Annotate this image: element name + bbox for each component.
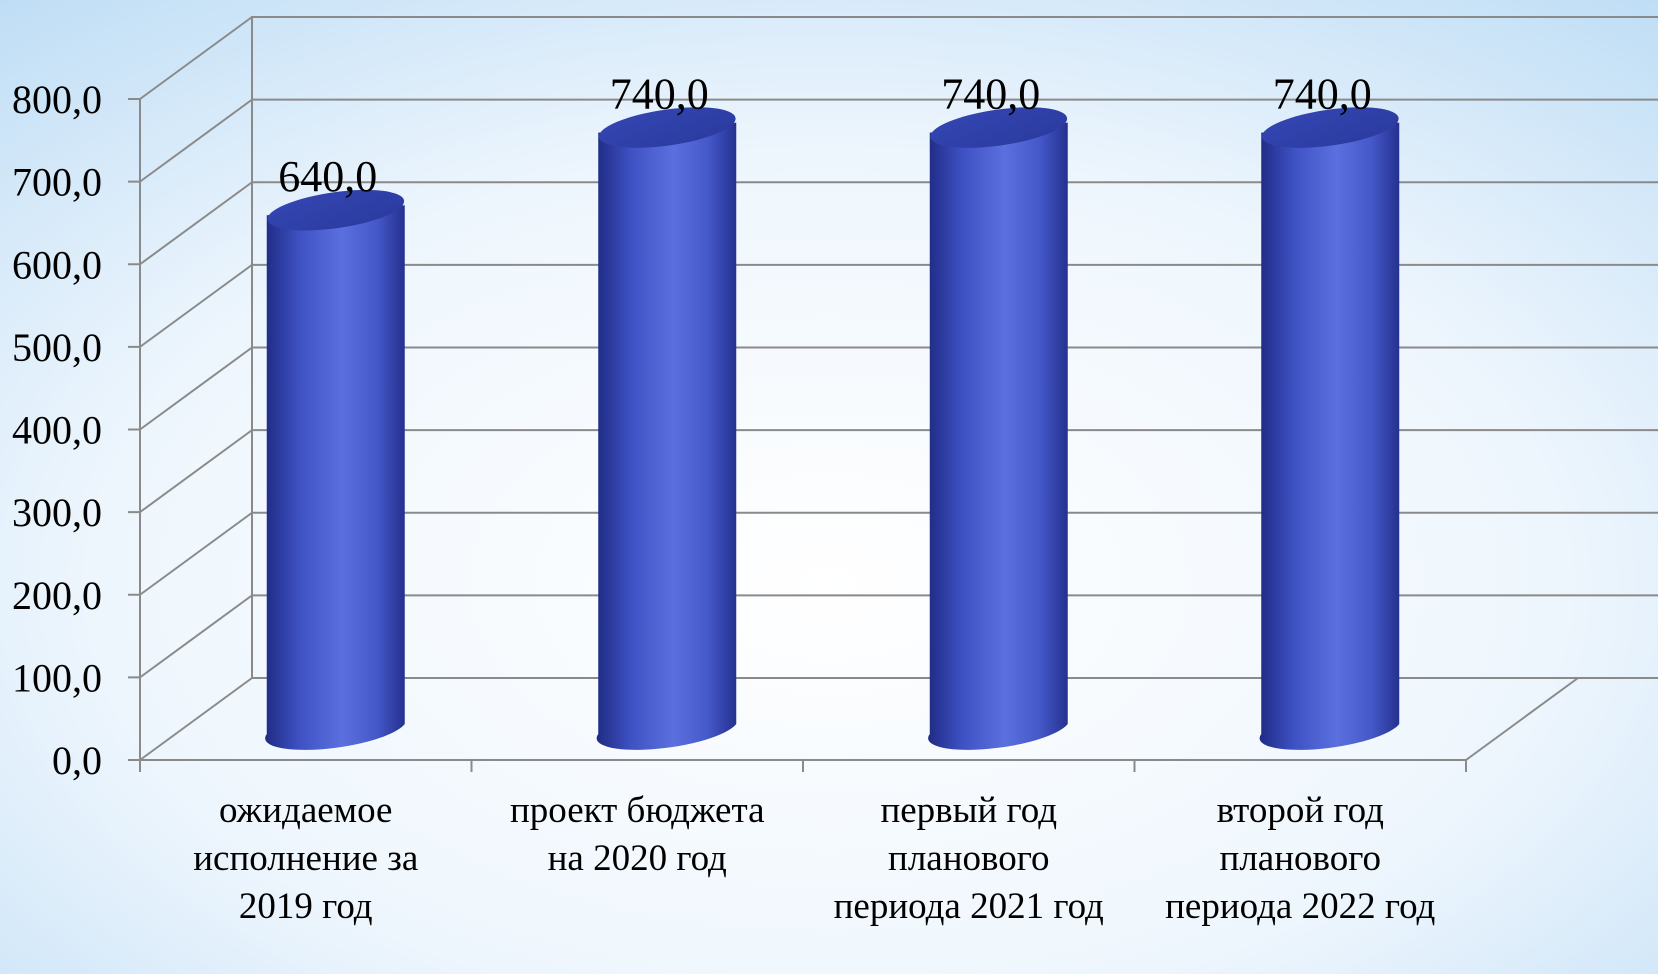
bar-top — [267, 189, 405, 231]
gridline-side — [139, 16, 253, 100]
y-tick-label: 200,0 — [12, 573, 102, 618]
data-label: 640,0 — [278, 152, 377, 201]
category-label: периода 2022 год — [1165, 886, 1435, 927]
category-label: второй год — [1217, 790, 1384, 831]
gridline-side — [139, 429, 253, 513]
data-label: 740,0 — [610, 70, 709, 119]
bar-top — [1261, 107, 1399, 148]
data-label: 740,0 — [1273, 70, 1372, 119]
gridline-side — [139, 346, 253, 431]
gridline-side — [139, 511, 253, 596]
y-tick-label: 500,0 — [12, 325, 102, 370]
bar-body — [1259, 122, 1400, 750]
category-label: первый год — [880, 790, 1057, 831]
bar-top — [930, 107, 1068, 148]
y-tick-label: 700,0 — [12, 160, 102, 205]
gridline-side — [139, 98, 253, 183]
bar — [265, 189, 405, 750]
category-label: исполнение за — [193, 838, 418, 879]
bar-body — [596, 122, 737, 750]
y-tick-label: 400,0 — [12, 408, 102, 453]
category-label: планового — [1220, 838, 1381, 879]
gridline-side — [139, 594, 253, 679]
bar-top — [598, 107, 736, 148]
y-tick-label: 600,0 — [12, 242, 102, 287]
gridline-side — [139, 181, 253, 266]
category-label: планового — [888, 838, 1049, 879]
labels: 0,0 100,0 200,0 300,0 400,0 500,0 600,0 700,0 80… — [12, 70, 1435, 927]
floor-edge-right — [1465, 677, 1579, 761]
bars — [265, 107, 1400, 750]
y-tick-label: 300,0 — [12, 490, 102, 535]
bar — [928, 107, 1068, 750]
bar-body — [265, 205, 405, 750]
gridline-side — [139, 264, 253, 348]
category-label: проект бюджета — [510, 790, 765, 831]
category-label: на 2020 год — [548, 838, 727, 879]
y-tick-label: 100,0 — [12, 655, 102, 700]
bar — [1259, 107, 1400, 750]
category-label: ожидаемое — [219, 790, 392, 831]
bar-body — [928, 122, 1068, 750]
gridline-side — [139, 677, 253, 761]
y-tick-label: 0,0 — [52, 738, 102, 783]
category-label: 2019 год — [239, 886, 373, 927]
bar — [596, 107, 737, 750]
data-label: 740,0 — [941, 70, 1040, 119]
y-tick-label: 800,0 — [12, 77, 102, 122]
category-label: периода 2021 год — [834, 886, 1104, 927]
